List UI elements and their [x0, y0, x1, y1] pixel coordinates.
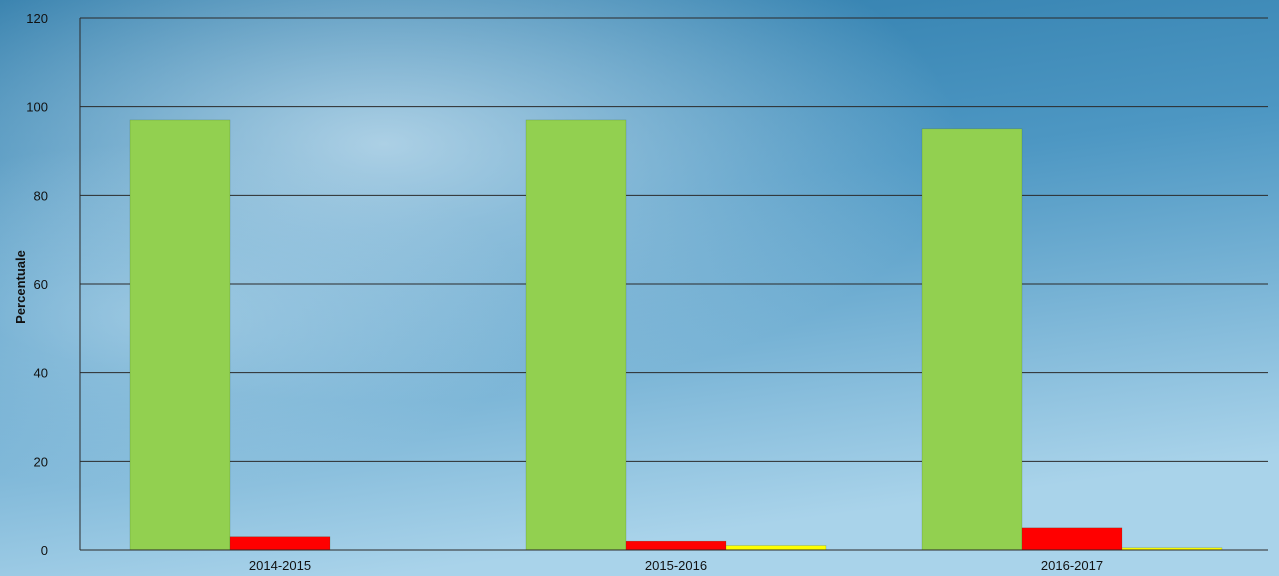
- y-tick-label: 120: [26, 11, 48, 26]
- y-tick-label: 40: [34, 366, 48, 381]
- y-tick-label: 60: [34, 277, 48, 292]
- bar-2015-2016-series-1: [525, 119, 627, 551]
- y-tick-label: 0: [41, 543, 48, 558]
- axes: 0 20 40 60 80 100 120 2014-2015 2015-2016 2016-20…: [26, 11, 1268, 573]
- bar-2015-2016-series-3: [725, 545, 827, 551]
- bar-2014-2015-series-1: [129, 119, 231, 551]
- bars: [129, 119, 1223, 551]
- bar-2014-2015-series-2: [229, 536, 331, 551]
- bar-2016-2017-series-2: [1021, 527, 1123, 551]
- bar-2015-2016-series-2: [625, 540, 727, 551]
- x-tick-label: 2014-2015: [249, 558, 311, 573]
- x-tick-label: 2016-2017: [1041, 558, 1103, 573]
- x-tick-label: 2015-2016: [645, 558, 707, 573]
- y-axis-title: Percentuale: [13, 250, 28, 324]
- y-tick-label: 100: [26, 100, 48, 115]
- y-tick-label: 80: [34, 188, 48, 203]
- y-tick-label: 20: [34, 454, 48, 469]
- bar-2016-2017-series-1: [921, 128, 1023, 551]
